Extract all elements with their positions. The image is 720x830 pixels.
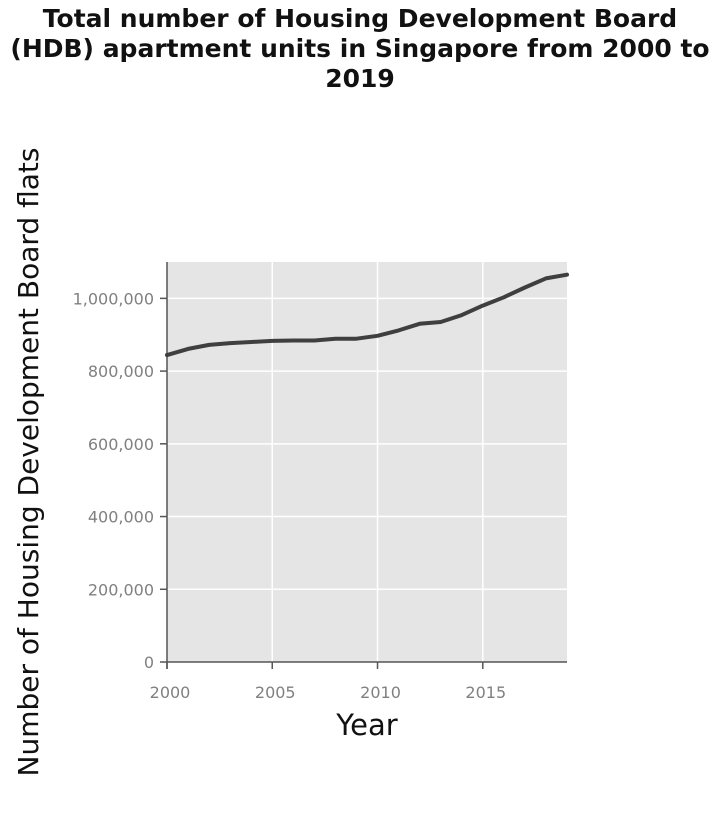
series-line (165, 272, 569, 358)
y-tick-label: 600,000 (88, 435, 154, 454)
x-axis-title: Year (335, 708, 397, 742)
y-tick-label: 400,000 (88, 508, 154, 527)
y-axis-title: Number of Housing Development Board flat… (12, 148, 45, 777)
tick-labels: 0 200,000 400,000 600,000 800,000 1,000,000 20… (73, 289, 507, 702)
x-tick-label: 2015 (465, 683, 506, 702)
x-tick-label: 2010 (360, 683, 401, 702)
x-tick-label: 2005 (255, 683, 296, 702)
y-tick-label: 800,000 (88, 362, 154, 381)
y-tick-label: 200,000 (88, 580, 154, 599)
y-tick-label: 1,000,000 (73, 289, 154, 308)
chart-title: Total number of Housing Development Boar… (10, 4, 710, 93)
y-tick-label: 0 (144, 653, 154, 672)
x-tick-label: 2000 (150, 683, 191, 702)
plot-background (167, 262, 567, 662)
axes (160, 262, 567, 669)
